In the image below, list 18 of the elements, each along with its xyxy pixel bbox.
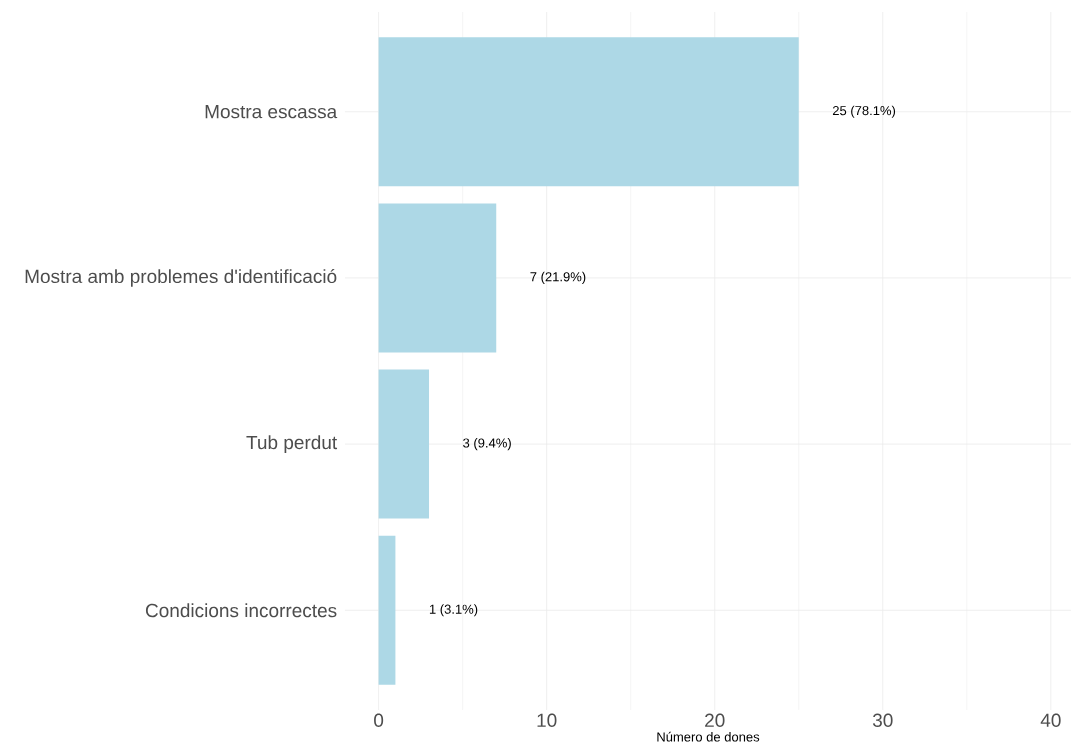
y-tick-label: Condicions incorrectes	[145, 603, 337, 618]
x-axis-title: Número de dones	[657, 731, 760, 742]
x-tick-label: 20	[705, 713, 725, 727]
x-tick-label: 10	[537, 713, 557, 727]
bar	[378, 203, 497, 353]
data-label: 1 (3.1%)	[429, 604, 478, 617]
y-tick-label: Mostra amb problemes d'identificació	[25, 268, 337, 287]
y-tick-label: Mostra escassa	[205, 105, 338, 119]
data-label: 25 (78.1%)	[832, 105, 896, 118]
data-label: 3 (9.4%)	[463, 438, 511, 451]
bar	[378, 37, 799, 187]
data-label: 7 (21.9%)	[530, 271, 586, 284]
bar	[378, 535, 396, 685]
x-tick-label: 0	[374, 713, 384, 727]
bar	[378, 369, 430, 519]
x-tick-label: 40	[1040, 713, 1061, 727]
x-tick-label: 30	[872, 713, 893, 727]
y-tick-label: Tub perdut	[246, 435, 338, 453]
